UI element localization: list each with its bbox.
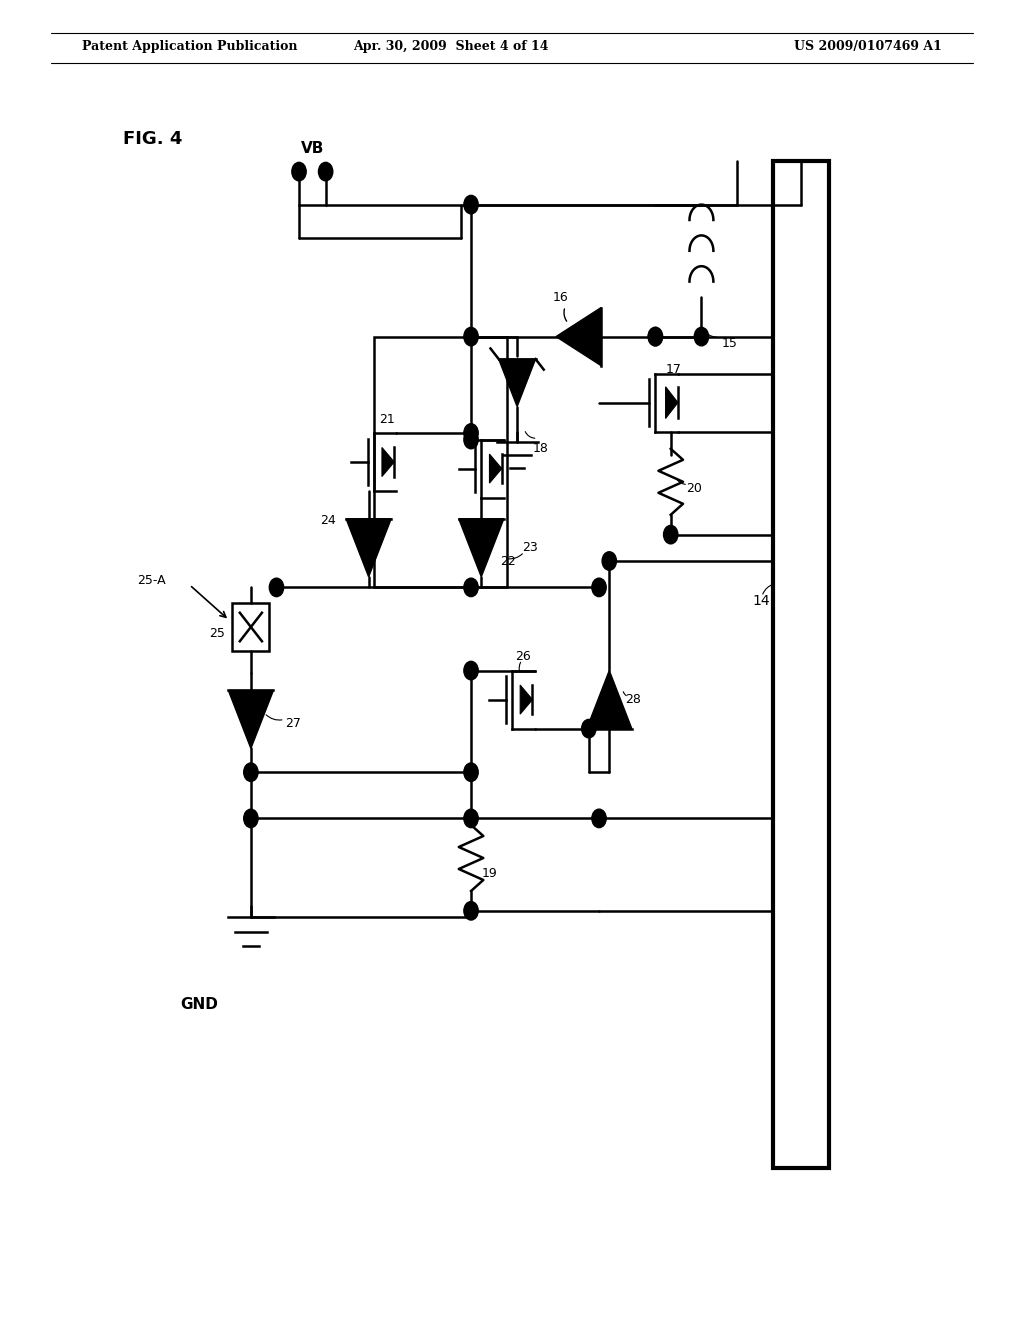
Circle shape [464,763,478,781]
Circle shape [464,902,478,920]
Circle shape [464,430,478,449]
Circle shape [648,327,663,346]
Text: 28: 28 [625,693,641,706]
Text: 26: 26 [515,649,530,663]
Text: 20: 20 [686,482,702,495]
Polygon shape [489,454,502,483]
Bar [374,337,507,587]
Polygon shape [499,359,536,407]
Circle shape [648,327,663,346]
Text: 16: 16 [553,290,568,304]
Text: Apr. 30, 2009  Sheet 4 of 14: Apr. 30, 2009 Sheet 4 of 14 [353,40,548,53]
Polygon shape [520,685,532,714]
Circle shape [592,578,606,597]
Text: 19: 19 [481,867,497,880]
Bar [232,603,269,651]
Circle shape [592,809,606,828]
Text: 22: 22 [500,554,515,568]
Text: 18: 18 [532,442,549,455]
Circle shape [464,578,478,597]
Text: GND: GND [181,997,218,1011]
Text: 23: 23 [522,541,538,554]
Text: 25-A: 25-A [137,574,166,587]
Text: FIG. 4: FIG. 4 [123,129,182,148]
Text: 24: 24 [321,513,336,527]
Polygon shape [228,690,273,748]
Bar [773,161,829,1168]
Circle shape [464,195,478,214]
Text: US 2009/0107469 A1: US 2009/0107469 A1 [795,40,942,53]
Polygon shape [459,519,504,577]
Text: VB: VB [301,141,324,156]
Circle shape [464,424,478,442]
Circle shape [292,162,306,181]
Circle shape [694,327,709,346]
Polygon shape [587,671,632,729]
Circle shape [269,578,284,597]
Circle shape [582,719,596,738]
Circle shape [664,525,678,544]
Circle shape [244,809,258,828]
Text: 17: 17 [666,363,682,376]
Polygon shape [346,519,391,577]
Polygon shape [382,447,394,477]
Text: Patent Application Publication: Patent Application Publication [82,40,297,53]
Circle shape [602,552,616,570]
Text: 15: 15 [722,337,738,350]
Circle shape [464,809,478,828]
Text: 25: 25 [209,627,225,640]
Text: 14: 14 [753,594,770,607]
Text: 21: 21 [379,413,394,426]
Circle shape [464,661,478,680]
Circle shape [244,763,258,781]
Text: 27: 27 [285,717,301,730]
Polygon shape [666,387,678,418]
Circle shape [464,327,478,346]
Polygon shape [556,308,601,366]
Circle shape [318,162,333,181]
